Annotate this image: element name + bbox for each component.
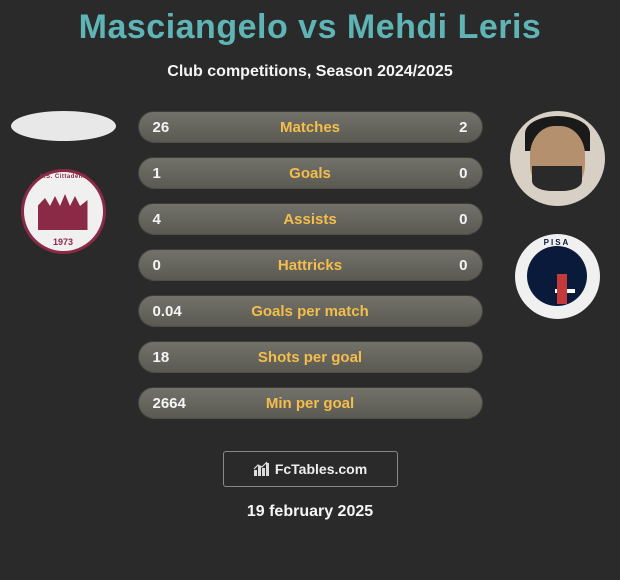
stat-label: Goals bbox=[213, 165, 408, 182]
stat-right-value: 0 bbox=[408, 211, 468, 228]
stat-row: 1 Goals 0 bbox=[138, 157, 483, 189]
stat-label: Matches bbox=[213, 119, 408, 136]
date-text: 19 february 2025 bbox=[0, 503, 620, 521]
footer-brand[interactable]: FcTables.com bbox=[223, 451, 398, 487]
stat-left-value: 4 bbox=[153, 211, 213, 228]
stat-row: 18 Shots per goal bbox=[138, 341, 483, 373]
footer-brand-text: FcTables.com bbox=[275, 461, 367, 477]
stat-row: 2664 Min per goal bbox=[138, 387, 483, 419]
left-club-badge: A.S. Cittadella bbox=[21, 169, 106, 254]
stat-row: 0.04 Goals per match bbox=[138, 295, 483, 327]
stat-row: 26 Matches 2 bbox=[138, 111, 483, 143]
stat-left-value: 0.04 bbox=[153, 303, 213, 320]
left-player-column: A.S. Cittadella bbox=[8, 111, 118, 254]
stat-label: Assists bbox=[213, 211, 408, 228]
subtitle: Club competitions, Season 2024/2025 bbox=[0, 63, 620, 81]
stat-left-value: 1 bbox=[153, 165, 213, 182]
stat-label: Min per goal bbox=[213, 395, 408, 412]
stat-left-value: 26 bbox=[153, 119, 213, 136]
stat-row: 0 Hattricks 0 bbox=[138, 249, 483, 281]
stat-right-value: 0 bbox=[408, 257, 468, 274]
stat-right-value: 0 bbox=[408, 165, 468, 182]
left-club-name: A.S. Cittadella bbox=[24, 174, 103, 180]
stat-left-value: 18 bbox=[153, 349, 213, 366]
right-player-column: PISA bbox=[502, 111, 612, 319]
stat-left-value: 2664 bbox=[153, 395, 213, 412]
left-player-avatar bbox=[11, 111, 116, 141]
chart-icon bbox=[253, 459, 271, 480]
stat-label: Shots per goal bbox=[213, 349, 408, 366]
right-club-badge: PISA bbox=[515, 234, 600, 319]
stat-label: Goals per match bbox=[213, 303, 408, 320]
stat-left-value: 0 bbox=[153, 257, 213, 274]
comparison-area: A.S. Cittadella PISA 26 Matches 2 1 Goal… bbox=[0, 111, 620, 441]
stat-right-value: 2 bbox=[408, 119, 468, 136]
right-player-avatar bbox=[510, 111, 605, 206]
stat-label: Hattricks bbox=[213, 257, 408, 274]
stat-row: 4 Assists 0 bbox=[138, 203, 483, 235]
page-title: Masciangelo vs Mehdi Leris bbox=[0, 0, 620, 47]
stats-table: 26 Matches 2 1 Goals 0 4 Assists 0 0 Hat… bbox=[138, 111, 483, 419]
